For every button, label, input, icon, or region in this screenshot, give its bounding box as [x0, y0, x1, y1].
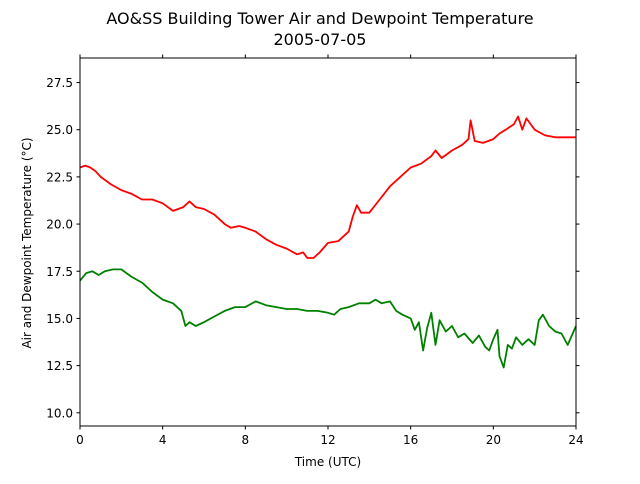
series-line-dewpoint-temperature: [79, 268, 577, 369]
y-tick-label: 22.5: [46, 170, 73, 184]
x-tick-label: 0: [76, 433, 84, 447]
x-axis-label: Time (UTC): [294, 455, 361, 469]
y-axis-label: Air and Dewpoint Temperature (°C): [20, 137, 34, 348]
y-axis-ticks: 10.0 12.5 15.0 17.5 20.0 22.5 25.0 27.5: [46, 76, 580, 420]
y-tick-label: 15.0: [46, 312, 73, 326]
series-line-air-temperature: [79, 115, 576, 259]
y-tick-label: 12.5: [46, 359, 73, 373]
x-axis-ticks: 0 4 8 12 16 20 24: [76, 54, 584, 447]
x-tick-label: 8: [242, 433, 250, 447]
x-tick-label: 24: [568, 433, 583, 447]
y-tick-label: 17.5: [46, 265, 73, 279]
y-tick-label: 25.0: [46, 123, 73, 137]
y-tick-label: 20.0: [46, 218, 73, 232]
y-tick-label: 27.5: [46, 76, 73, 90]
plot-frame: [79, 57, 577, 427]
chart-subtitle: 2005-07-05: [274, 30, 367, 49]
x-tick-label: 16: [403, 433, 418, 447]
series-layer: [79, 115, 577, 369]
x-tick-label: 20: [486, 433, 501, 447]
chart-title: AO&SS Building Tower Air and Dewpoint Te…: [106, 9, 533, 28]
x-tick-label: 12: [320, 433, 335, 447]
y-tick-label: 10.0: [46, 406, 73, 420]
x-tick-label: 4: [159, 433, 167, 447]
